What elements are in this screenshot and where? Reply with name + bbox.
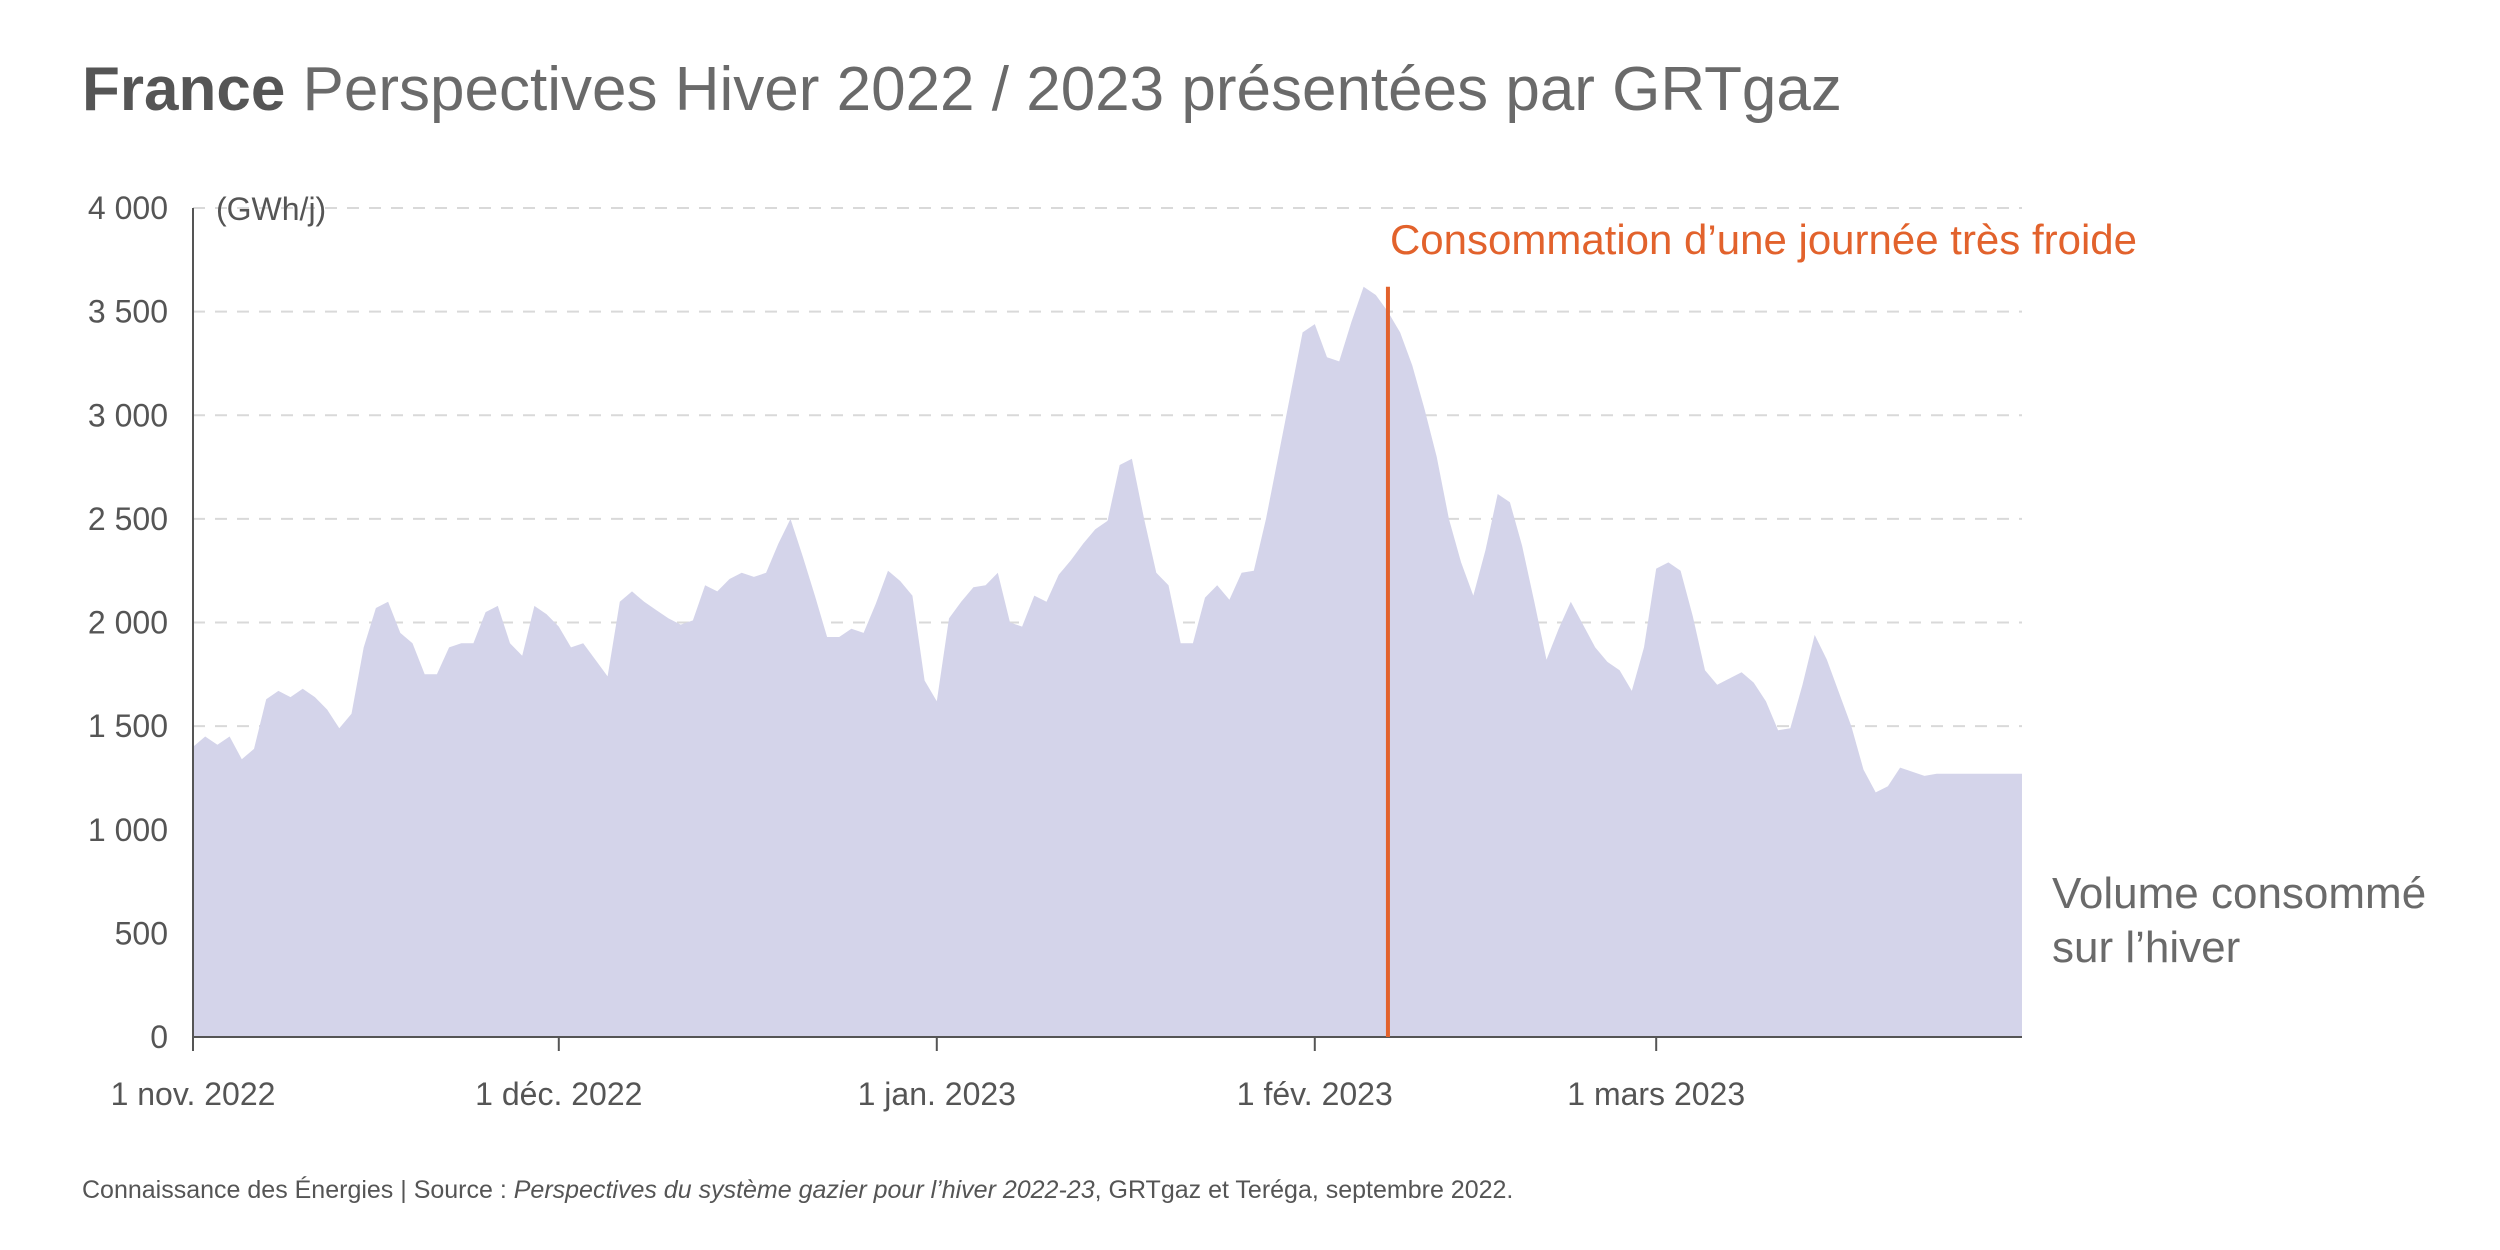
axes	[192, 208, 2022, 1038]
y-tick-label: 2 500	[88, 501, 168, 537]
consumption-area	[193, 286, 2022, 1037]
x-tick-label: 1 nov. 2022	[111, 1076, 276, 1112]
source-prefix: Connaissance des Énergies | Source :	[82, 1176, 514, 1204]
source-title: Perspectives du système gazier pour l’hi…	[513, 1176, 1095, 1204]
y-tick-label: 4 000	[88, 190, 168, 226]
volume-label-line1: Volume consommé	[2052, 869, 2426, 918]
title-country: France	[82, 55, 286, 124]
y-unit-label: (GWh/j)	[216, 191, 326, 227]
x-tick-label: 1 fév. 2023	[1237, 1076, 1393, 1112]
y-tick-label: 500	[115, 915, 168, 951]
y-axis-ticks: 0 500 1 000 1 500 2 000 2 500 3 000 3 500 4 000	[88, 190, 168, 1055]
x-tick-label: 1 jan. 2023	[858, 1076, 1016, 1112]
title-text: Perspectives Hiver 2022 / 2023 présentée…	[285, 55, 1842, 124]
source-suffix: , GRTgaz et Teréga, septembre 2022.	[1094, 1176, 1514, 1204]
page-title: France Perspectives Hiver 2022 / 2023 pr…	[82, 50, 1842, 130]
x-axis-ticks: 1 nov. 2022 1 déc. 2022 1 jan. 2023 1 fév. …	[111, 1037, 1745, 1112]
y-tick-label: 1 000	[88, 812, 168, 848]
x-tick-label: 1 déc. 2022	[475, 1076, 642, 1112]
volume-label-line2: sur l’hiver	[2052, 923, 2240, 972]
y-tick-label: 1 500	[88, 708, 168, 744]
source-note: Connaissance des Énergies | Source : Per…	[82, 1176, 1513, 1205]
y-tick-label: 0	[150, 1019, 168, 1055]
x-tick-label: 1 mars 2023	[1567, 1076, 1745, 1112]
y-tick-label: 3 000	[88, 397, 168, 433]
y-tick-label: 2 000	[88, 605, 168, 641]
cold-day-label: Consommation d’une journée très froide	[1390, 216, 2137, 263]
y-tick-label: 3 500	[88, 294, 168, 330]
